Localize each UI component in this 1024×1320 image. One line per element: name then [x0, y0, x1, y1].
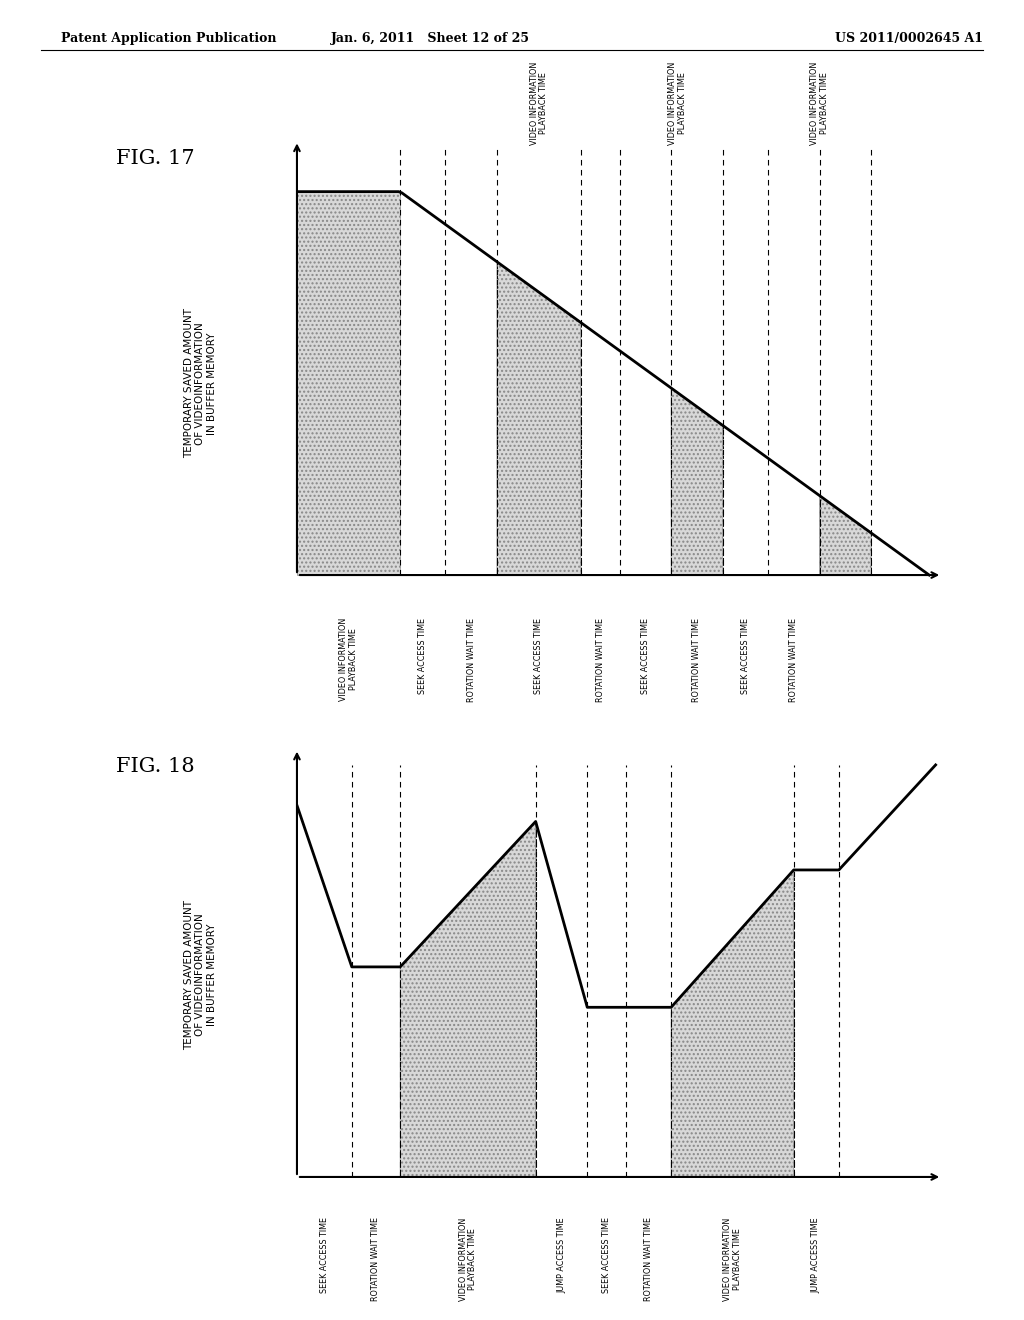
Text: ROTATION WAIT TIME: ROTATION WAIT TIME — [596, 618, 604, 702]
Text: TEMPORARY SAVED AMOUNT
OF VIDEOINFORMATION
IN BUFFER MEMORY: TEMPORARY SAVED AMOUNT OF VIDEOINFORMATI… — [183, 309, 217, 458]
Text: SEEK ACCESS TIME: SEEK ACCESS TIME — [602, 1217, 611, 1294]
Text: JUMP ACCESS TIME: JUMP ACCESS TIME — [812, 1217, 821, 1294]
Text: VIDEO INFORMATION
PLAYBACK TIME: VIDEO INFORMATION PLAYBACK TIME — [339, 618, 358, 701]
Polygon shape — [671, 870, 794, 1177]
Text: SEEK ACCESS TIME: SEEK ACCESS TIME — [535, 618, 544, 693]
Text: SEEK ACCESS TIME: SEEK ACCESS TIME — [418, 618, 427, 693]
Text: ROTATION WAIT TIME: ROTATION WAIT TIME — [790, 618, 798, 702]
Polygon shape — [819, 495, 871, 576]
Text: JUMP ACCESS TIME: JUMP ACCESS TIME — [557, 1217, 566, 1294]
Text: ROTATION WAIT TIME: ROTATION WAIT TIME — [371, 1217, 380, 1302]
Text: ROTATION WAIT TIME: ROTATION WAIT TIME — [644, 1217, 653, 1302]
Text: SEEK ACCESS TIME: SEEK ACCESS TIME — [740, 618, 750, 693]
Polygon shape — [671, 388, 723, 576]
Polygon shape — [497, 261, 581, 576]
Text: SEEK ACCESS TIME: SEEK ACCESS TIME — [319, 1217, 329, 1294]
Text: VIDEO INFORMATION
PLAYBACK TIME: VIDEO INFORMATION PLAYBACK TIME — [529, 62, 548, 145]
Text: VIDEO INFORMATION
PLAYBACK TIME: VIDEO INFORMATION PLAYBACK TIME — [723, 1217, 741, 1300]
Text: US 2011/0002645 A1: US 2011/0002645 A1 — [835, 32, 983, 45]
Text: Jan. 6, 2011   Sheet 12 of 25: Jan. 6, 2011 Sheet 12 of 25 — [331, 32, 529, 45]
Text: Patent Application Publication: Patent Application Publication — [61, 32, 276, 45]
Text: FIG. 17: FIG. 17 — [117, 149, 195, 168]
Text: ROTATION WAIT TIME: ROTATION WAIT TIME — [467, 618, 475, 702]
Text: SEEK ACCESS TIME: SEEK ACCESS TIME — [641, 618, 650, 693]
Text: VIDEO INFORMATION
PLAYBACK TIME: VIDEO INFORMATION PLAYBACK TIME — [669, 62, 687, 145]
Polygon shape — [297, 191, 400, 576]
Text: VIDEO INFORMATION
PLAYBACK TIME: VIDEO INFORMATION PLAYBACK TIME — [810, 62, 828, 145]
Polygon shape — [400, 821, 536, 1177]
Text: FIG. 18: FIG. 18 — [117, 756, 195, 776]
Text: ROTATION WAIT TIME: ROTATION WAIT TIME — [692, 618, 701, 702]
Text: TEMPORARY SAVED AMOUNT
OF VIDEOINFORMATION
IN BUFFER MEMORY: TEMPORARY SAVED AMOUNT OF VIDEOINFORMATI… — [183, 900, 217, 1049]
Text: VIDEO INFORMATION
PLAYBACK TIME: VIDEO INFORMATION PLAYBACK TIME — [459, 1217, 477, 1300]
